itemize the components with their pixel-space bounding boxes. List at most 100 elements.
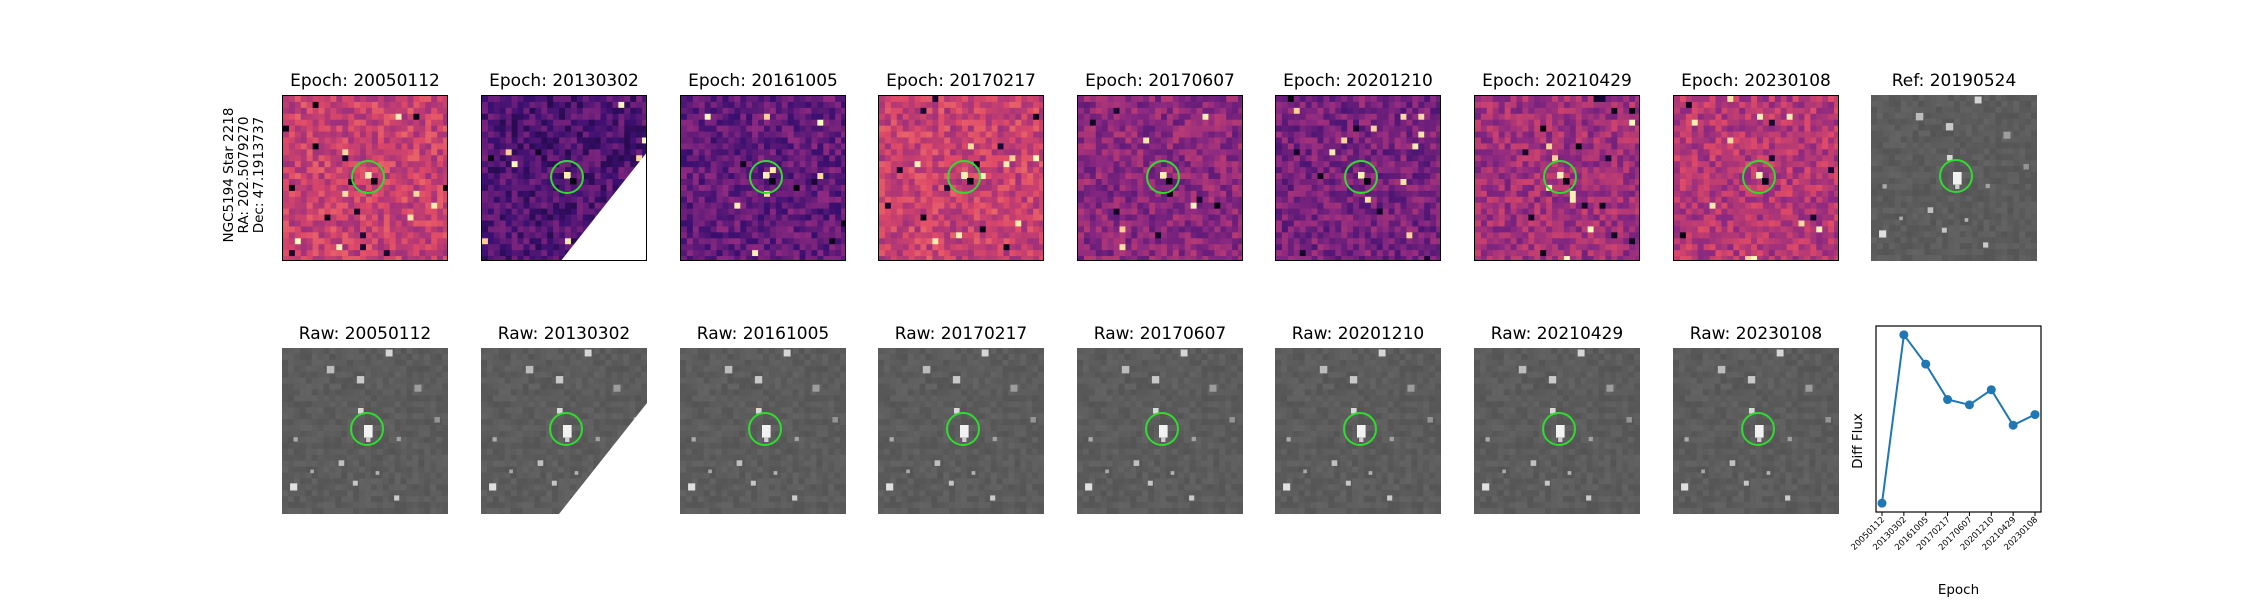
field-star (1161, 437, 1166, 443)
field-star (555, 376, 564, 384)
field-star (1180, 349, 1188, 357)
residual-bright (1756, 172, 1763, 179)
field-star (1785, 495, 1791, 501)
field-star (889, 437, 894, 442)
field-star (812, 384, 820, 392)
diff-image-2-svg (482, 96, 646, 260)
field-star (1548, 376, 1557, 384)
series-line (1881, 332, 2036, 504)
field-star (310, 469, 314, 474)
raw-image-2 (481, 348, 647, 514)
field-star (773, 471, 778, 475)
field-star (1945, 123, 1954, 131)
chart-axes-frame (1875, 325, 2042, 513)
target-star (1159, 425, 1168, 438)
no-data-mask (561, 153, 646, 260)
target-circle (351, 160, 385, 194)
target-circle (946, 412, 980, 446)
field-star (1147, 480, 1153, 486)
diff-image-7-svg (1475, 96, 1639, 260)
diff-image-5-svg (1078, 96, 1242, 260)
star-dec: Dec: 47.1913737 (251, 116, 267, 234)
field-star (584, 349, 592, 357)
field-star (574, 471, 579, 475)
field-star (750, 480, 756, 486)
residual-dark (769, 178, 776, 185)
field-star (736, 460, 743, 466)
data-point-20210429 (2008, 420, 2018, 430)
target-star (1755, 425, 1764, 438)
field-star (1766, 471, 1771, 475)
target-star (1357, 425, 1366, 438)
data-point-20130302 (1899, 330, 1909, 340)
field-star (1229, 417, 1235, 423)
field-star (1588, 436, 1593, 442)
residual-bright (1160, 172, 1167, 179)
target-circle (749, 160, 783, 194)
data-point-20161005 (1921, 359, 1931, 369)
field-star (1133, 460, 1140, 466)
field-star (1681, 483, 1689, 491)
data-point-20170607 (1964, 400, 1974, 410)
field-star (764, 437, 769, 443)
field-star (1717, 365, 1726, 374)
data-point-20050112 (1877, 498, 1887, 508)
field-star (1955, 184, 1960, 190)
field-star (1191, 436, 1196, 442)
neighbor-star (557, 408, 563, 414)
field-star (794, 436, 799, 442)
residual-dark (1166, 178, 1173, 185)
field-star (1776, 349, 1784, 357)
field-star (1151, 376, 1160, 384)
raw-title-5: Raw: 20170607 (1093, 324, 1227, 344)
diff-image-3-svg (681, 96, 845, 260)
field-star (385, 349, 393, 357)
raw-image-7 (1474, 348, 1640, 514)
diff-image-5 (1077, 95, 1243, 261)
field-star (492, 437, 497, 442)
residual-bright (763, 172, 770, 179)
data-point-20230108 (2030, 410, 2040, 420)
residual-bright (365, 172, 372, 179)
neighbor-star (756, 408, 762, 414)
raw-image-5-svg (1077, 348, 1243, 514)
raw-title-4: Raw: 20170217 (894, 324, 1028, 344)
field-star (1899, 216, 1903, 221)
field-star (886, 483, 894, 491)
target-circle (1146, 160, 1180, 194)
field-star (1345, 480, 1351, 486)
target-circle (1741, 412, 1775, 446)
neighbor-star (358, 408, 364, 414)
raw-image-4-svg (878, 348, 1044, 514)
raw-title-2: Raw: 20130302 (497, 324, 631, 344)
diff-image-8-svg (1674, 96, 1838, 260)
field-star (326, 365, 335, 374)
field-star (414, 384, 422, 392)
data-point-20201210 (1986, 385, 1996, 395)
raw-image-1 (282, 348, 448, 514)
target-star (960, 425, 969, 438)
field-star (934, 460, 941, 466)
field-star (724, 365, 733, 374)
neighbor-star (1153, 408, 1159, 414)
field-star (352, 480, 358, 486)
field-star (1941, 227, 1947, 233)
target-circle (1344, 160, 1378, 194)
field-star (613, 384, 621, 392)
diff-flux-chart-svg: 2005011220130302201610052017021720170607… (1849, 325, 2042, 598)
residual-dark (1762, 178, 1769, 185)
residual-dark (1364, 178, 1371, 185)
field-star (1586, 495, 1592, 501)
field-star (783, 349, 791, 357)
field-star (792, 495, 798, 501)
diff-image-6 (1275, 95, 1441, 261)
field-star (922, 365, 931, 374)
raw-image-2-svg (481, 348, 647, 514)
diff-image-7 (1474, 95, 1640, 261)
diff-image-3 (680, 95, 846, 261)
field-star (1085, 483, 1093, 491)
field-star (2003, 131, 2011, 139)
y-axis-label: Diff Flux (1850, 413, 1866, 469)
field-star (832, 417, 838, 423)
